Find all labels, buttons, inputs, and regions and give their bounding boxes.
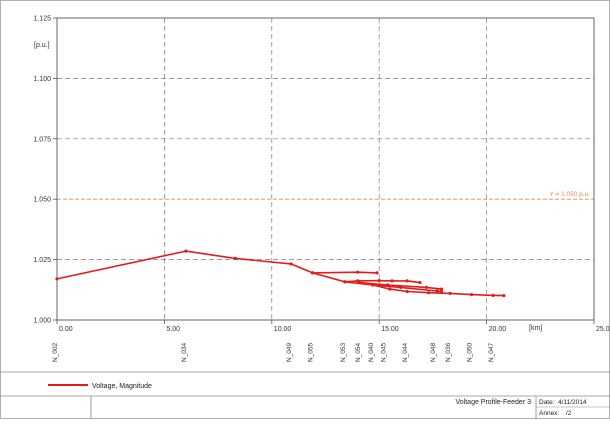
data-point (356, 270, 360, 274)
series-line (56, 250, 504, 297)
y-tick-label: 1.000 (33, 318, 51, 325)
series-layer (55, 249, 506, 298)
node-label: N_054 (355, 342, 362, 362)
x-tick-label: 20.00 (489, 326, 507, 333)
threshold-label: Y = 1.050 p.u. (549, 191, 590, 198)
data-point (424, 285, 429, 289)
node-label: N_044 (402, 342, 409, 362)
node-label: N_050 (467, 342, 474, 362)
data-point (418, 280, 422, 285)
legend-label: Voltage, Magnitude (92, 383, 152, 390)
data-point (343, 280, 347, 284)
data-point (311, 271, 315, 275)
node-label: N_047 (488, 342, 495, 362)
axis-layer: 1.000 1.025 1.050 1.075 1.100 1.125 0.00 5.00 10… (33, 16, 610, 334)
data-point (184, 249, 188, 253)
node-label: N_040 (368, 342, 375, 362)
data-point (55, 277, 59, 281)
data-point (439, 289, 444, 294)
y-tick-label: 1.100 (33, 76, 51, 83)
data-point (448, 291, 452, 296)
x-tick-label: 10.00 (274, 326, 292, 333)
data-point (399, 285, 403, 289)
data-point (435, 289, 439, 293)
data-point (502, 293, 506, 298)
series-line (312, 271, 378, 274)
y-tick-label: 1.125 (33, 16, 51, 23)
data-point (356, 279, 360, 283)
series-line (344, 279, 421, 284)
x-tick-label: 15.00 (381, 326, 399, 333)
footer-date-label: Date: (539, 399, 555, 406)
node-label: N_036 (445, 342, 452, 362)
y-axis-label: [p.u.] (34, 42, 50, 49)
data-point (405, 279, 409, 283)
node-label: N_034 (181, 342, 188, 362)
x-tick-label: 0.00 (59, 326, 73, 333)
data-point (427, 291, 431, 295)
data-point (491, 293, 495, 297)
plot-frame (56, 17, 595, 321)
data-point (388, 287, 392, 291)
data-point (439, 287, 444, 291)
data-point (371, 283, 375, 287)
data-point (375, 271, 379, 275)
node-label-layer: N_002 N_034 N_049 N_055 N_053 N_054 N_040 N_045… (52, 342, 495, 362)
footer-date-value: 4/11/2014 (558, 399, 587, 406)
y-tick-label: 1.025 (33, 257, 51, 264)
data-point (289, 262, 293, 266)
data-point (233, 256, 237, 260)
data-point (390, 279, 394, 283)
node-label: N_045 (381, 342, 388, 362)
footer-title: Voltage Profile-Feeder 3 (456, 399, 532, 406)
data-point (469, 293, 474, 297)
y-tick-label: 1.050 (33, 197, 51, 204)
series-line (359, 281, 442, 290)
x-axis-label: [km] (529, 325, 542, 332)
node-label: N_002 (52, 342, 59, 362)
footer-annex-label: Annex: (539, 410, 559, 417)
node-label: N_053 (340, 342, 347, 362)
y-tick-label: 1.075 (33, 136, 51, 143)
x-tick-label: 5.00 (166, 326, 180, 333)
series-line (372, 284, 442, 293)
footer-annex-value: /2 (566, 410, 572, 417)
node-label: N_055 (308, 342, 315, 362)
threshold-layer: Y = 1.050 p.u. (57, 191, 594, 200)
data-point (377, 279, 381, 283)
data-point (405, 289, 409, 294)
grid-layer (57, 18, 594, 320)
node-label: N_049 (286, 342, 293, 362)
x-tick-label: 25.00 (596, 326, 610, 333)
data-point (358, 280, 362, 285)
node-label: N_048 (430, 342, 437, 362)
